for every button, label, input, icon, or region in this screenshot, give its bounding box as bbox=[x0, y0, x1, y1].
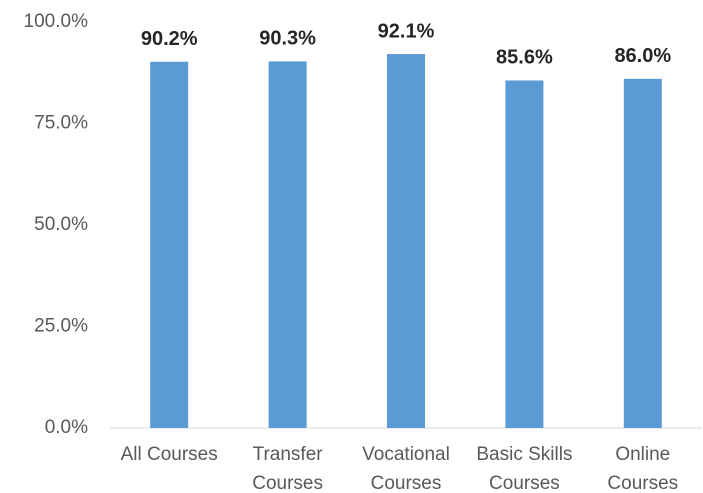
bar bbox=[505, 80, 544, 429]
value-label: 86.0% bbox=[614, 45, 671, 67]
bar bbox=[387, 54, 425, 428]
value-label: 85.6% bbox=[496, 47, 553, 69]
y-tick-label: 100.0% bbox=[24, 11, 89, 32]
bar bbox=[150, 61, 189, 429]
x-tick-label: All Courses bbox=[121, 444, 218, 465]
bar bbox=[623, 78, 662, 428]
y-tick-label: 50.0% bbox=[34, 214, 88, 235]
bar bbox=[268, 61, 307, 429]
value-label: 90.3% bbox=[259, 28, 316, 50]
y-tick-label: 0.0% bbox=[45, 417, 88, 438]
value-label: 90.2% bbox=[141, 28, 198, 50]
x-tick-label: Basic Skills Courses bbox=[476, 444, 572, 493]
y-tick-label: 75.0% bbox=[34, 113, 88, 134]
value-label: 92.1% bbox=[378, 20, 435, 42]
x-tick-label: Transfer Courses bbox=[252, 444, 323, 493]
x-tick-label: Online Courses bbox=[607, 444, 678, 493]
y-tick-label: 25.0% bbox=[34, 316, 88, 337]
x-tick-label: Vocational Courses bbox=[362, 444, 450, 493]
